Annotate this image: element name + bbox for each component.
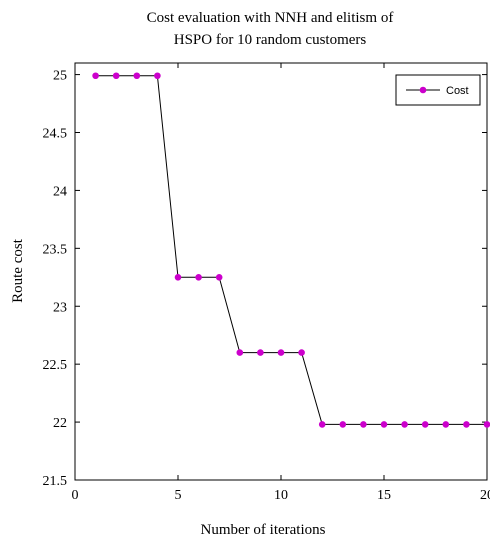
data-point-0-15 [401, 421, 408, 428]
data-point-0-16 [421, 421, 429, 428]
data-point-0-19 [483, 421, 490, 428]
data-point-0-18 [463, 421, 470, 428]
axis-ticks: 0 5 10 15 20 21.5 22 22.5 23 23.5 24 24.5 25 [43, 63, 490, 503]
y-tick-label-3: 23 [53, 300, 67, 315]
data-point-0-1 [112, 72, 120, 80]
data-point-0-13 [360, 421, 367, 428]
y-axis-label: Route cost [10, 238, 26, 303]
y-tick-label-4: 23.5 [43, 242, 68, 257]
data-point-0-7 [236, 349, 244, 356]
x-tick-label-0: 0 [72, 488, 79, 503]
y-tick-label-2: 22.5 [43, 358, 68, 373]
y-tick-label-7: 25 [53, 69, 67, 84]
y-tick-label-5: 24 [53, 184, 67, 199]
x-axis-label: Number of iterations [201, 522, 326, 538]
data-point-0-14 [380, 421, 388, 428]
x-tick-label-3: 15 [377, 488, 391, 503]
chart-title-line-2: HSPO for 10 random customers [174, 32, 367, 48]
y-tick-label-0: 21.5 [43, 474, 68, 489]
data-point-0-17 [442, 421, 450, 428]
y-tick-label-6: 24.5 [43, 127, 68, 142]
series-line-0 [95, 75, 487, 425]
data-point-0-11 [318, 421, 326, 428]
data-point-0-0 [92, 72, 99, 80]
legend: Cost [395, 74, 481, 106]
series-layer [92, 72, 490, 428]
plot-area [74, 62, 488, 481]
data-point-0-9 [277, 349, 285, 356]
y-tick-label-1: 22 [53, 416, 67, 431]
x-tick-label-1: 5 [175, 488, 182, 503]
legend-marker [419, 86, 427, 94]
data-point-0-8 [257, 349, 264, 356]
data-point-0-2 [133, 72, 141, 80]
data-point-0-3 [154, 72, 161, 80]
legend-label-cost: Cost [446, 85, 469, 97]
x-tick-label-4: 20 [480, 488, 490, 503]
data-point-0-4 [174, 273, 182, 281]
data-point-0-12 [339, 421, 347, 428]
data-point-0-6 [215, 273, 223, 281]
data-point-0-10 [298, 349, 305, 356]
x-tick-label-2: 10 [274, 488, 288, 503]
data-point-0-5 [195, 273, 202, 281]
chart-title-line-1: Cost evaluation with NNH and elitism of [147, 10, 394, 26]
